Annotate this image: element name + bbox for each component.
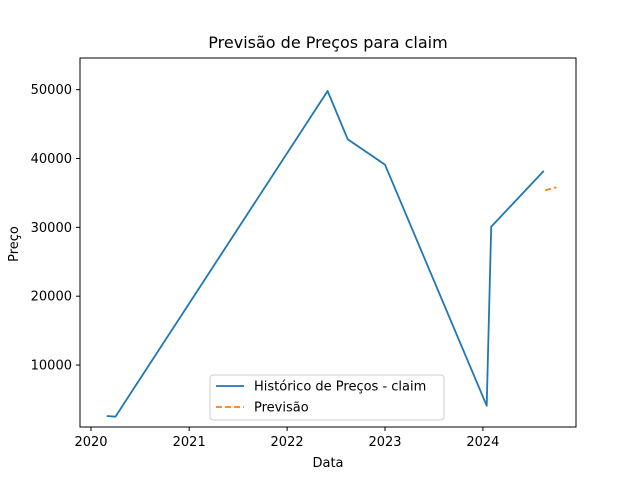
x-tick-label: 2022 — [271, 435, 304, 450]
legend-label: Histórico de Preços - claim — [254, 380, 426, 395]
y-tick-label: 40000 — [31, 152, 72, 167]
forecast-line — [544, 186, 557, 192]
x-tick-label: 2023 — [368, 435, 401, 450]
plot-area: 10000 20000 30000 40000 50000 2020 2021 2022 202… — [31, 57, 577, 450]
chart-title: Previsão de Preços para claim — [208, 33, 447, 52]
legend: Histórico de Preços - claim Previsão — [209, 374, 445, 421]
y-tick-label: 30000 — [31, 221, 72, 236]
y-tick-label: 20000 — [31, 290, 72, 305]
legend-box — [209, 374, 445, 421]
axes-frame — [79, 57, 577, 428]
y-tick-label: 50000 — [31, 83, 72, 98]
x-tick-label: 2021 — [173, 435, 206, 450]
y-tick-label: 10000 — [31, 359, 72, 374]
x-tick-label: 2024 — [466, 435, 499, 450]
y-axis-label: Preço — [7, 226, 22, 262]
legend-label: Previsão — [254, 401, 309, 416]
x-axis-label: Data — [312, 456, 343, 471]
history-line — [106, 90, 545, 418]
x-tick-label: 2020 — [74, 435, 107, 450]
